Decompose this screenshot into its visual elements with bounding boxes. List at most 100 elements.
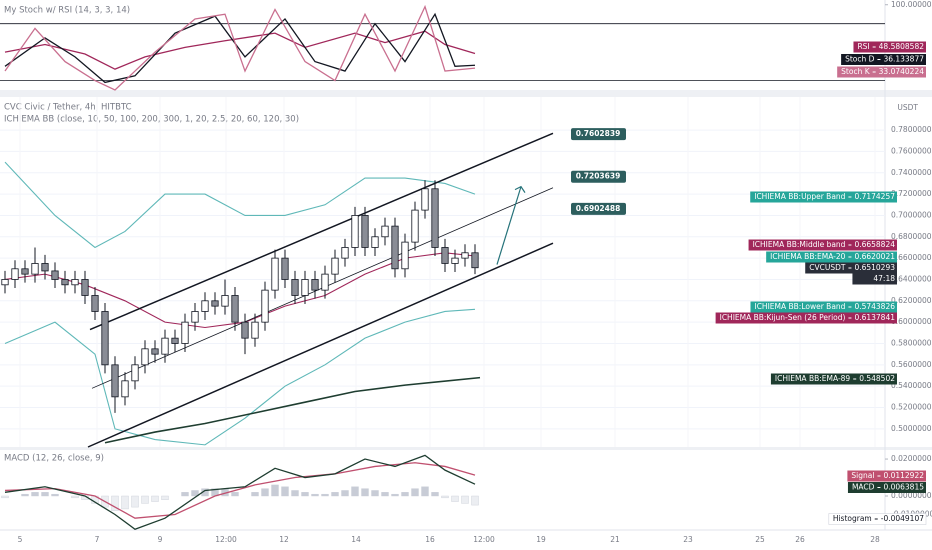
histogram-bar (31, 492, 39, 497)
legend-value: 0.0112922 (883, 471, 924, 480)
price-label-box (715, 312, 897, 324)
y-tick-label: 0.6000000 (891, 317, 932, 326)
histogram-bar (331, 492, 339, 497)
annotation-box (571, 170, 626, 183)
candle-body (271, 257, 279, 291)
x-tick-label: 9 (158, 535, 163, 544)
histogram-bar (411, 488, 419, 497)
price-label-name: ICHIEMA BB:Upper Band (754, 192, 845, 201)
histogram-bar (391, 493, 399, 497)
candle-body (361, 215, 369, 248)
x-tick-label: 26 (795, 535, 805, 544)
candle-body (471, 252, 479, 269)
legend-name: MACD (852, 483, 875, 492)
candle-body (411, 209, 419, 243)
indicator-line (4, 12, 476, 84)
x-tick-label: 19 (536, 535, 546, 544)
candle-body (341, 247, 349, 259)
price-label-box (750, 191, 897, 203)
price-label-box (750, 301, 897, 313)
price-label-value: 0.6137841 (854, 313, 895, 322)
price-label-name: ICHIEMA BB:Middle band (753, 240, 846, 249)
candle-body (281, 257, 289, 280)
histogram-bar (441, 495, 449, 499)
price-unit: USDT (897, 103, 918, 112)
y-tick-label: 0.0000000 (891, 491, 932, 500)
y-tick-label: 0.5200000 (891, 403, 932, 412)
x-tick-label: 7 (95, 535, 100, 544)
histogram-bar (181, 492, 189, 497)
histogram-bar (191, 490, 199, 497)
histogram-bar (451, 495, 459, 502)
candle-body (81, 279, 89, 296)
y-tick-label: 0.5600000 (891, 360, 932, 369)
y-tick-label: 0.7800000 (891, 125, 932, 134)
y-tick-label: 0.5400000 (891, 381, 932, 390)
indicator-line (4, 308, 476, 446)
price-label-value: 0.6510293 (854, 263, 895, 272)
indicator-line (4, 30, 476, 70)
legend-name: Stoch K (841, 67, 871, 76)
legend-box (853, 41, 926, 53)
histogram-bar (421, 486, 429, 497)
indicator-line (104, 376, 481, 444)
price-label-value: 0.5743826 (854, 302, 895, 311)
candle-body (231, 295, 239, 323)
legend-name: Histogram (833, 514, 872, 523)
arrow-head (514, 185, 526, 193)
y-tick-label: 0.7200000 (891, 189, 932, 198)
x-tick-label: 25 (755, 535, 765, 544)
legend-box (841, 54, 926, 65)
histogram-bar (371, 490, 379, 497)
histogram-bar (381, 492, 389, 497)
histogram-bar (461, 495, 469, 504)
x-tick-label: 16 (425, 535, 435, 544)
histogram-bar (51, 493, 59, 497)
candle-body (171, 337, 179, 344)
candle-body (91, 295, 99, 312)
symbol-title: CVC Civic / Tether, 4h, HITBTC (4, 103, 132, 113)
y-tick-label: 100.0000000 (891, 0, 932, 9)
candle-body (51, 270, 59, 280)
histogram-bar (311, 493, 319, 497)
candle-body (31, 263, 39, 275)
candle-body (291, 279, 299, 296)
histogram-bar (281, 486, 289, 497)
candle-body (351, 215, 359, 248)
candle-body (221, 295, 229, 307)
x-tick-label: 12 (279, 535, 289, 544)
candle-body (331, 257, 339, 275)
price-label-value: 0.6658824 (854, 240, 895, 249)
candle-body (21, 268, 29, 275)
candle-body (381, 225, 389, 238)
stoch-title: My Stoch w/ RSI (14, 3, 3, 14) (4, 6, 130, 16)
price-label-name: ICHIEMA BB:EMA-89 (775, 374, 850, 383)
arrow (496, 186, 522, 265)
y-tick-label: 0.7000000 (891, 210, 932, 219)
countdown: 47:18 (873, 274, 895, 283)
candle-body (451, 257, 459, 264)
trend-line (89, 132, 554, 331)
candle-body (11, 268, 19, 280)
annotation-label: 0.6902488 (576, 204, 621, 213)
legend-value: 0.0063815 (883, 483, 924, 492)
histogram-bar (131, 495, 139, 508)
candle-body (401, 241, 409, 270)
indicator-line (4, 462, 476, 519)
candle-body (71, 279, 79, 286)
histogram-bar (351, 486, 359, 497)
annotation-label: 0.7203639 (576, 172, 621, 181)
legend-box (847, 482, 926, 493)
pane-separator (0, 447, 932, 450)
macd-title: MACD (12, 26, close, 9) (4, 454, 104, 464)
x-tick-label: 28 (870, 535, 880, 544)
candle-body (421, 188, 429, 211)
candle-body (101, 311, 109, 366)
annotation-box (571, 202, 626, 215)
candle-body (431, 188, 439, 248)
histogram-bar (291, 490, 299, 497)
legend-name: Stoch D (845, 55, 875, 64)
histogram-bar (271, 484, 279, 497)
y-tick-label: 0.6800000 (891, 232, 932, 241)
trend-line (87, 242, 554, 448)
